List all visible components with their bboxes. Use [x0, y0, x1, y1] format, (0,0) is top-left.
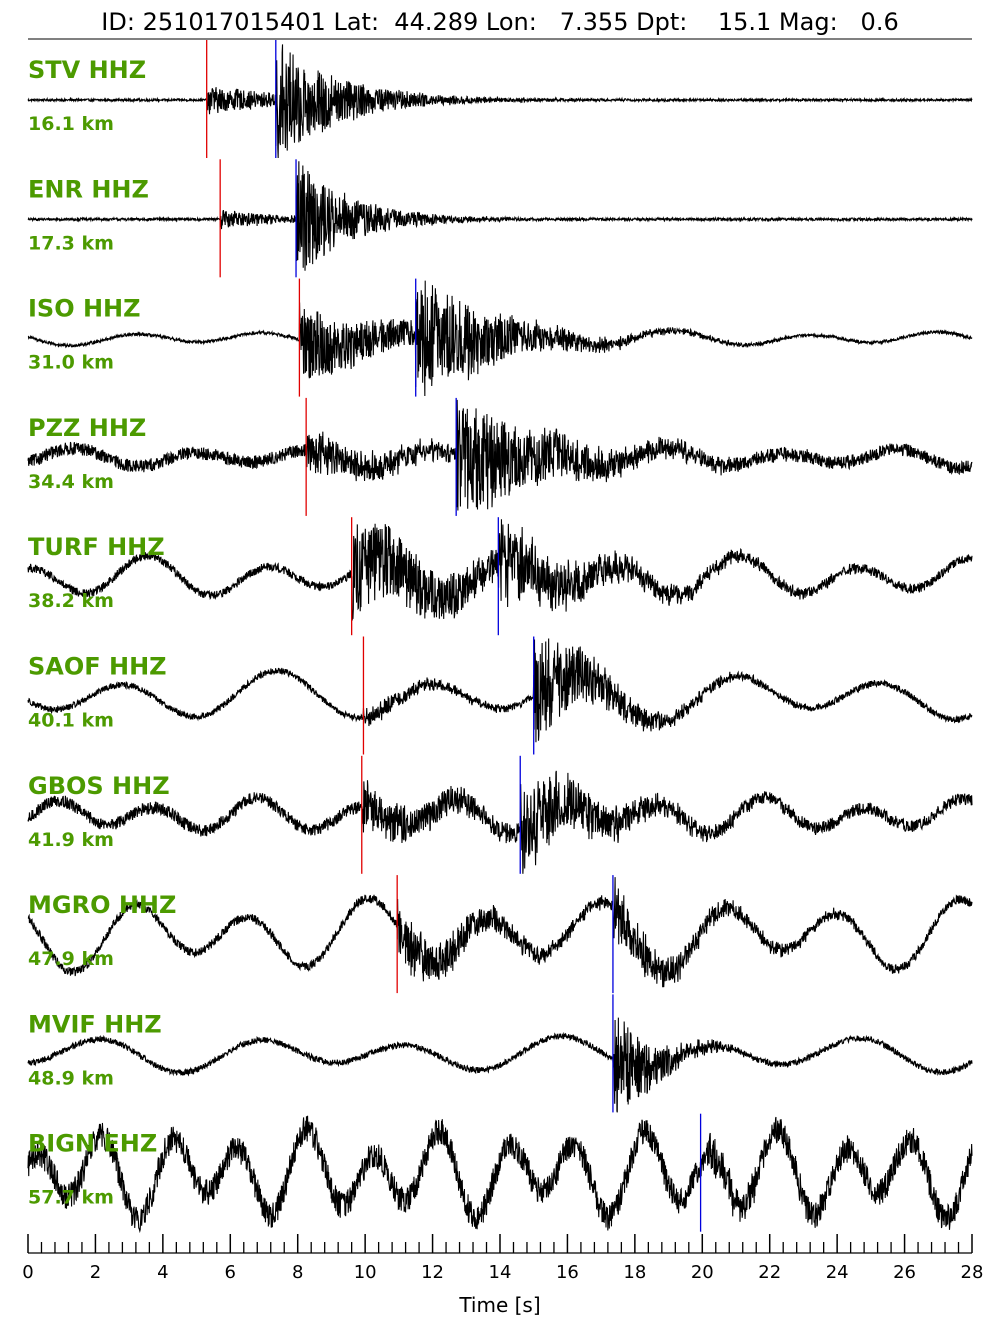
station-name: PZZ HHZ: [28, 414, 146, 442]
seismic-trace: [27, 280, 973, 397]
trace-8: MGRO HHZ 47.9 km: [27, 875, 973, 994]
station-distance: 47.9 km: [28, 948, 114, 970]
lon-label: Lon:: [486, 8, 537, 36]
traces-group: STV HHZ 16.1 km ENR HHZ 17.3 km ISO HHZ 31.0 …: [27, 40, 973, 1234]
station-distance: 48.9 km: [28, 1067, 114, 1089]
seismic-trace: [27, 1017, 973, 1113]
tick-label: 12: [421, 1262, 444, 1283]
station-distance: 40.1 km: [28, 710, 114, 732]
id-label: ID:: [101, 8, 135, 36]
station-distance: 38.2 km: [28, 590, 114, 612]
station-name: TURF HHZ: [28, 533, 165, 561]
time-axis: 0 2 4 6 8 10 12 14 16 18 20 22 24 26 28: [22, 1234, 983, 1283]
tick-label: 18: [623, 1262, 646, 1283]
tick-label: 10: [354, 1262, 377, 1283]
seismic-trace: [27, 770, 973, 874]
seismic-trace: [27, 877, 973, 988]
event-header: ID: 251017015401 Lat: 44.289 Lon: 7.355 …: [101, 8, 898, 36]
tick-label: 24: [826, 1262, 849, 1283]
tick-label: 20: [691, 1262, 714, 1283]
mag-label: Mag:: [779, 8, 838, 36]
tick-label: 22: [758, 1262, 781, 1283]
tick-label: 14: [489, 1262, 512, 1283]
station-distance: 34.4 km: [28, 471, 114, 493]
trace-7: GBOS HHZ 41.9 km: [27, 755, 973, 874]
trace-1: STV HHZ 16.1 km: [27, 40, 973, 159]
event-lon: 7.355: [560, 8, 629, 36]
seismic-trace: [27, 44, 973, 159]
trace-9: MVIF HHZ 48.9 km: [27, 994, 973, 1113]
station-distance: 41.9 km: [28, 829, 114, 851]
tick-label: 26: [893, 1262, 916, 1283]
trace-4: PZZ HHZ 34.4 km: [27, 397, 973, 516]
event-lat: 44.289: [394, 8, 478, 36]
tick-label: 6: [225, 1262, 236, 1283]
seismic-trace: [27, 399, 973, 511]
tick-label: 28: [961, 1262, 984, 1283]
trace-6: SAOF HHZ 40.1 km: [27, 636, 973, 755]
station-name: STV HHZ: [28, 56, 146, 84]
station-name: ENR HHZ: [28, 175, 149, 203]
station-name: MVIF HHZ: [28, 1010, 162, 1038]
tick-label: 4: [157, 1262, 168, 1283]
seismic-trace: [27, 1115, 973, 1234]
station-distance: 31.0 km: [28, 352, 114, 374]
station-name: GBOS HHZ: [28, 772, 170, 800]
event-depth: 15.1: [718, 8, 771, 36]
tick-label: 0: [22, 1262, 33, 1283]
tick-label: 16: [556, 1262, 579, 1283]
trace-10: BIGN EHZ 57.7 km: [27, 1113, 973, 1234]
event-id: 251017015401: [143, 8, 326, 36]
station-name: MGRO HHZ: [28, 891, 176, 919]
trace-3: ISO HHZ 31.0 km: [27, 278, 973, 397]
depth-label: Dpt:: [636, 8, 687, 36]
event-mag: 0.6: [861, 8, 899, 36]
station-distance: 16.1 km: [28, 113, 114, 135]
station-distance: 17.3 km: [28, 232, 114, 254]
station-name: ISO HHZ: [28, 295, 141, 323]
seismic-trace: [27, 638, 973, 743]
station-name: BIGN EHZ: [28, 1130, 157, 1158]
tick-label: 8: [292, 1262, 303, 1283]
tick-label: 2: [90, 1262, 101, 1283]
trace-5: TURF HHZ 38.2 km: [27, 517, 973, 636]
lat-label: Lat:: [333, 8, 379, 36]
x-axis-label: Time [s]: [458, 1293, 540, 1317]
seismic-trace: [27, 161, 973, 271]
station-name: SAOF HHZ: [28, 653, 167, 681]
seismic-trace: [27, 519, 973, 621]
station-distance: 57.7 km: [28, 1187, 114, 1209]
trace-2: ENR HHZ 17.3 km: [27, 159, 973, 278]
